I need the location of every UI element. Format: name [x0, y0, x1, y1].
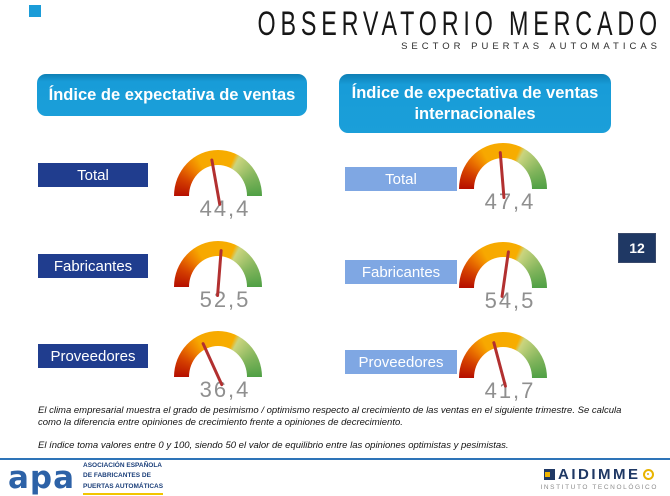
gauge-proveedores-intl: [459, 332, 547, 388]
apa-logo: apa: [8, 460, 76, 496]
page-header: OBSERVATORIO MERCADO: [245, 5, 662, 43]
aidimme-ring-icon: [643, 468, 655, 480]
page-title: OBSERVATORIO MERCADO: [257, 5, 662, 44]
aidimme-logo-block: AIDIMME INSTITUTO TECNOLÓGICO: [540, 466, 658, 491]
gauge-fabricantes: [174, 241, 262, 298]
gauge-total-intl: [459, 143, 547, 200]
footer: apa ASOCIACIÓN ESPAÑOLA DE FABRICANTES D…: [0, 458, 670, 496]
gauge-value-fabricantes-intl: 54,5: [484, 288, 536, 313]
page-number: 12: [618, 233, 656, 263]
row-label-total-intl: Total: [345, 167, 457, 191]
aidimme-subtitle: INSTITUTO TECNOLÓGICO: [540, 483, 658, 491]
gauge-value-fabricantes: 52,5: [199, 287, 251, 312]
gauge-total: [174, 150, 262, 207]
row-label-fabricantes-intl: Fabricantes: [345, 260, 457, 284]
footnote-1: El clima empresarial muestra el grado de…: [38, 405, 622, 429]
gauge-proveedores: [174, 331, 262, 387]
row-label-proveedores: Proveedores: [38, 344, 148, 368]
gauge-fabricantes-intl: [459, 242, 547, 299]
gauge-value-proveedores-intl: 41,7: [484, 378, 536, 403]
column-header-ventas: Índice de expectativa de ventas: [37, 74, 307, 116]
gauge-value-total: 44,4: [199, 196, 251, 221]
row-label-total: Total: [38, 163, 148, 187]
page-subtitle: SECTOR PUERTAS AUTOMATICAS: [401, 41, 661, 52]
gauge-value-proveedores: 36,4: [199, 377, 251, 402]
aidimme-square-icon: [543, 468, 555, 480]
apa-logo-block: apa ASOCIACIÓN ESPAÑOLA DE FABRICANTES D…: [8, 460, 164, 496]
footnote-2: El índice toma valores entre 0 y 100, si…: [38, 440, 509, 452]
footnotes: El clima empresarial muestra el grado de…: [38, 405, 641, 463]
aidimme-logo: AIDIMME: [557, 465, 641, 483]
corner-accent-square: [29, 5, 41, 17]
row-label-proveedores-intl: Proveedores: [345, 350, 457, 374]
row-label-fabricantes: Fabricantes: [38, 254, 148, 278]
apa-association-text: ASOCIACIÓN ESPAÑOLA DE FABRICANTES DE PU…: [83, 461, 164, 495]
column-header-ventas-internacionales: Índice de expectativa de ventas internac…: [339, 74, 611, 133]
gauge-value-total-intl: 47,4: [484, 189, 536, 214]
